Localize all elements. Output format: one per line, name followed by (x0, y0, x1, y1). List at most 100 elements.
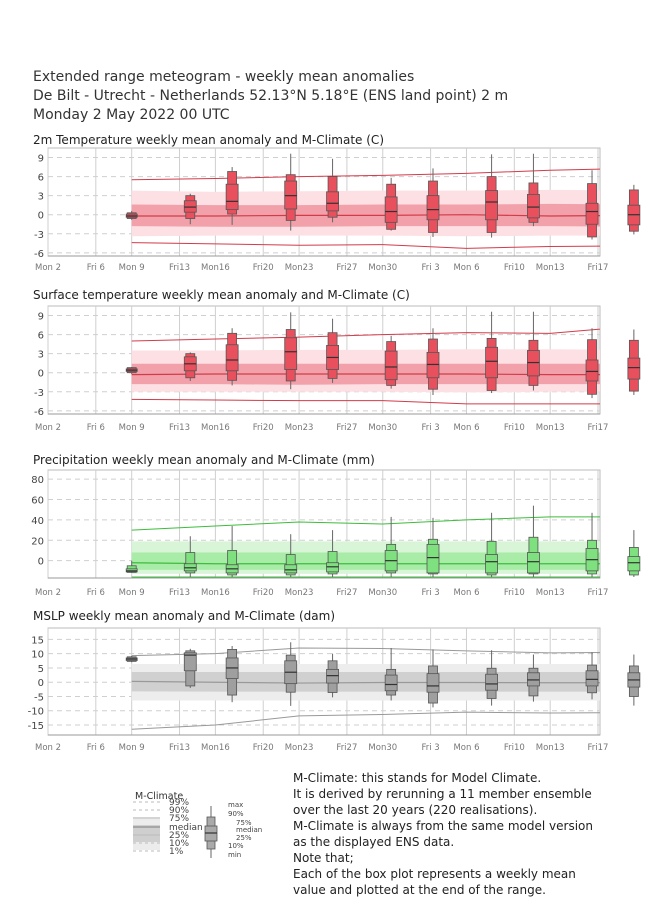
notes-block: M-Climate: this stands for Model Climate… (293, 770, 593, 898)
legend-mclimate-label: 10% (169, 839, 189, 849)
box-inner (183, 652, 197, 672)
chart-title: MSLP weekly mean anomaly and M-Climate (… (33, 609, 335, 623)
box-plot (326, 158, 339, 223)
mclimate-band-25-75 (131, 552, 600, 570)
legend-band-inner (133, 825, 160, 842)
y-tick-label: -6 (34, 407, 44, 418)
x-tick-label: Mon 2 (35, 423, 61, 433)
box-plot (384, 177, 398, 231)
y-tick-label: 0 (38, 211, 44, 222)
legend-box-label: median (236, 826, 262, 834)
box-inner (225, 183, 239, 211)
x-tick-label: Mon 2 (35, 263, 61, 273)
box-inner (485, 190, 498, 221)
y-tick-label: -10 (28, 707, 44, 718)
x-tick-label: Fri13 (169, 423, 190, 433)
y-tick-label: -3 (34, 388, 44, 399)
x-tick-label: Mon16 (201, 423, 230, 433)
box-plot (125, 655, 138, 663)
legend-mclimate-label: 75% (169, 814, 189, 824)
note-line: Each of the box plot represents a weekly… (293, 867, 576, 881)
y-tick-label: 3 (38, 192, 44, 203)
box-plot (485, 650, 498, 706)
y-tick-label: 80 (31, 475, 44, 486)
x-tick-label: Fri 6 (87, 588, 105, 598)
box-plot (585, 652, 599, 700)
box-plot (225, 167, 239, 225)
note-line: Note that; (293, 851, 354, 865)
box-inner (426, 673, 440, 693)
box-plot (125, 366, 138, 374)
chart-title: 2m Temperature weekly mean anomaly and M… (33, 133, 384, 147)
x-tick-label: Mon30 (368, 743, 397, 753)
x-tick-label: Fri27 (336, 743, 357, 753)
chart-title: Surface temperature weekly mean anomaly … (33, 288, 410, 302)
legend-box-label: 10% (228, 842, 244, 850)
x-tick-label: Fri10 (504, 423, 525, 433)
x-tick-label: Mon 9 (119, 588, 145, 598)
box-plot (426, 168, 440, 237)
box-plot (183, 193, 197, 225)
box-plot (284, 312, 298, 390)
legend-box-label: 25% (236, 834, 252, 842)
note-line: It is derived by rerunning a 11 member e… (293, 787, 592, 801)
box-plot (225, 645, 239, 703)
box-plot (485, 154, 498, 238)
box-plot (125, 560, 138, 573)
box-inner (527, 552, 540, 574)
box-inner (384, 196, 398, 223)
box-inner (585, 202, 599, 225)
box-inner (585, 670, 599, 687)
x-tick-label: Fri27 (336, 588, 357, 598)
x-tick-label: Mon 6 (453, 743, 479, 753)
location-line: De Bilt - Utrecht - Netherlands 52.13°N … (33, 88, 509, 104)
mclimate-line-lower-extreme (131, 398, 600, 405)
x-tick-label: Fri 3 (421, 423, 439, 433)
legend-box-label: max (228, 801, 243, 809)
x-tick-label: Mon23 (285, 588, 314, 598)
note-line: value and plotted at the end of the rang… (293, 883, 546, 897)
legend-mclimate-title: M-Climate (135, 791, 183, 802)
note-line: M-Climate: this stands for Model Climate… (293, 771, 542, 785)
box-plot (627, 184, 641, 235)
mclimate-line-upper-extreme (131, 647, 600, 657)
box-inner (426, 543, 440, 574)
mclimate-median-line (131, 373, 600, 376)
box-plot (627, 530, 641, 577)
box-plot (225, 328, 239, 386)
y-tick-label: 0 (38, 557, 44, 568)
x-tick-label: Fri17 (588, 743, 609, 753)
x-tick-label: Mon30 (368, 423, 397, 433)
box-inner (284, 564, 298, 574)
box-inner (426, 351, 440, 379)
box-inner (426, 195, 440, 221)
y-tick-label: 6 (38, 173, 44, 184)
box-inner (627, 556, 641, 572)
box-inner (183, 200, 197, 213)
meteogram-title: Extended range meteogram - weekly mean a… (33, 69, 415, 85)
box-inner (284, 180, 298, 210)
x-tick-label: Mon 6 (453, 263, 479, 273)
box-outer (227, 550, 238, 576)
box-plot (384, 647, 398, 701)
box-plot (426, 649, 440, 708)
legend-mclimate-label: median (169, 823, 203, 833)
mclimate-median-line (131, 214, 600, 217)
mclimate-median-line (131, 562, 600, 565)
box-outer (185, 552, 196, 574)
x-tick-label: Fri27 (336, 263, 357, 273)
x-tick-label: Fri20 (253, 263, 274, 273)
x-tick-label: Mon13 (536, 743, 565, 753)
x-tick-label: Mon 9 (119, 743, 145, 753)
y-tick-label: 10 (31, 650, 44, 661)
box-plot (627, 329, 641, 395)
legend-mclimate-label: 90% (169, 806, 189, 816)
note-line: M-Climate is always from the same model … (293, 819, 593, 833)
legend-box-label: min (228, 851, 241, 859)
x-tick-label: Fri 3 (421, 743, 439, 753)
legend: M-Climate99%90%75%median25%10%1%max90%75… (133, 791, 262, 859)
box-plot (183, 352, 197, 381)
y-tick-label: 20 (31, 536, 44, 547)
box-plot (527, 311, 540, 391)
legend-box-label: 90% (228, 810, 244, 818)
